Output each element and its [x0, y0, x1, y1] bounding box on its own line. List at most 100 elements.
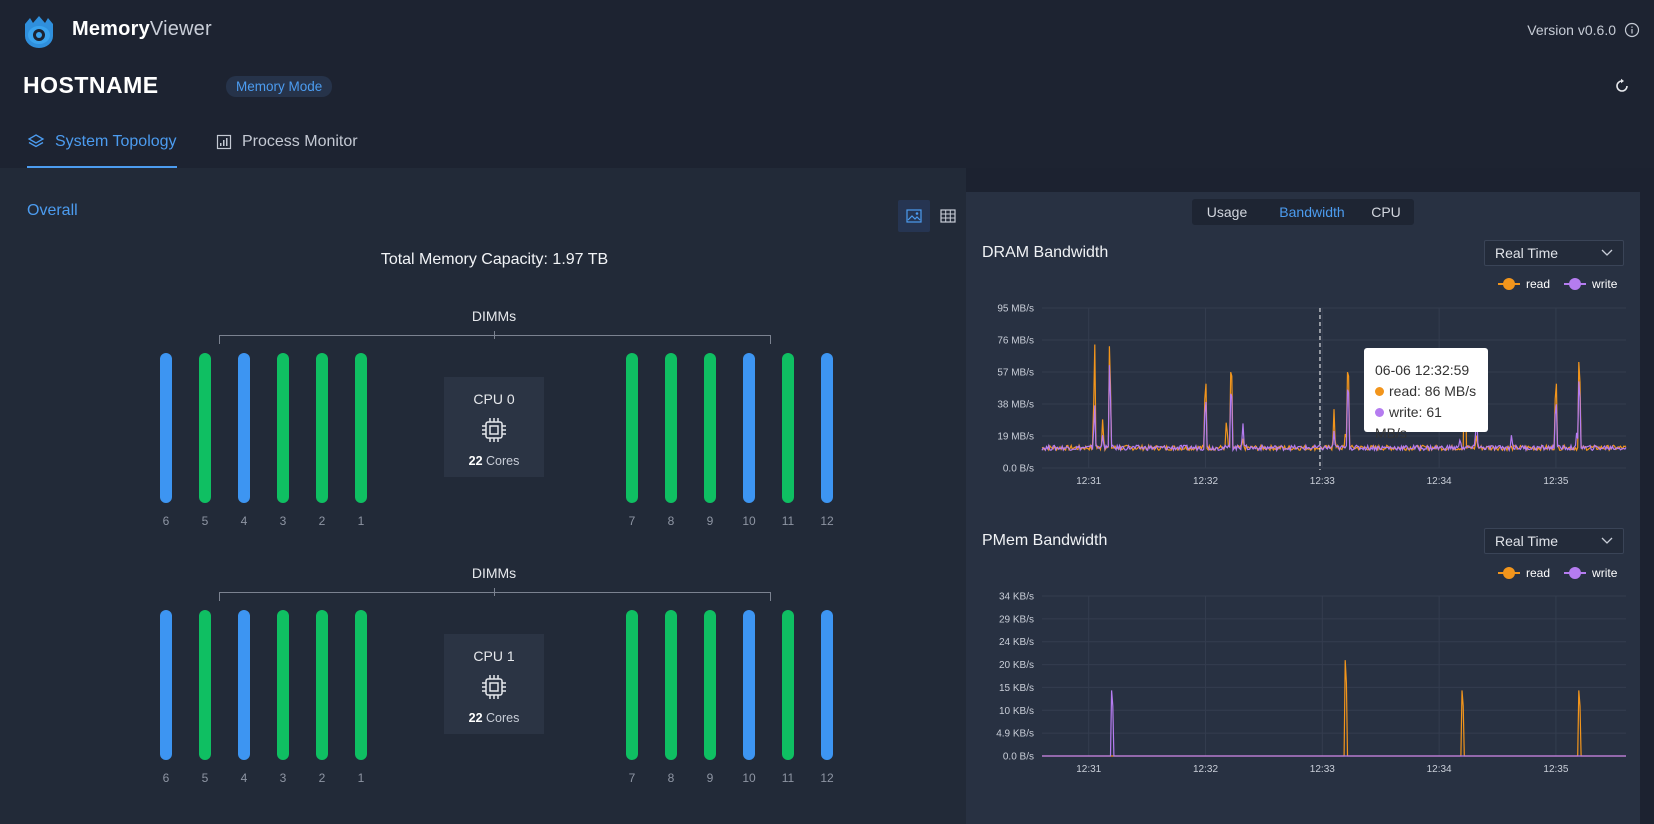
- switch-bandwidth[interactable]: Bandwidth: [1279, 204, 1345, 220]
- dimm-slot[interactable]: [626, 610, 638, 760]
- x-tick-label: 12:32: [1193, 476, 1218, 487]
- cpu-box[interactable]: CPU 1 22 Cores: [444, 634, 544, 734]
- dimm-slot[interactable]: [277, 610, 289, 760]
- switch-cpu[interactable]: CPU: [1371, 204, 1401, 220]
- chart-tooltip: 06-06 12:32:59 read: 86 MB/s write: 61 M…: [1364, 348, 1488, 441]
- pmem-range-select[interactable]: Real Time: [1484, 528, 1624, 554]
- dimm-slot-label: 9: [706, 514, 714, 528]
- pmem-legend: read write: [1498, 566, 1617, 580]
- y-tick-label: 29 KB/s: [999, 614, 1034, 625]
- cores-count: 22: [468, 454, 483, 468]
- series-line-write: [1042, 690, 1626, 757]
- dimm-slot[interactable]: [704, 610, 716, 760]
- dimm-bracket: [219, 592, 771, 601]
- dimm-slot-label: 3: [279, 514, 287, 528]
- monitor-icon: [216, 134, 232, 150]
- x-tick-label: 12:33: [1310, 476, 1335, 487]
- refresh-icon[interactable]: [1614, 78, 1630, 94]
- y-tick-label: 76 MB/s: [997, 336, 1034, 347]
- y-tick-label: 95 MB/s: [997, 304, 1034, 315]
- dimm-slot-label: 1: [357, 771, 365, 785]
- dimm-slot[interactable]: [821, 610, 833, 760]
- read-swatch: [1498, 567, 1520, 579]
- x-tick-label: 12:33: [1310, 764, 1335, 775]
- y-tick-label: 0.0 B/s: [1003, 464, 1034, 475]
- table-view-button[interactable]: [932, 200, 964, 232]
- tooltip-time: 06-06 12:32:59: [1375, 362, 1470, 378]
- x-tick-label: 12:32: [1193, 764, 1218, 775]
- metrics-panel: [966, 192, 1640, 824]
- y-tick-label: 34 KB/s: [999, 592, 1034, 603]
- dimm-slot-label: 11: [781, 514, 795, 528]
- pmem-chart-title: PMem Bandwidth: [982, 532, 1108, 549]
- cpu-name: CPU 0: [473, 391, 515, 407]
- x-tick-label: 12:35: [1543, 476, 1568, 487]
- memory-mode-badge: Memory Mode: [226, 76, 333, 97]
- x-tick-label: 12:34: [1427, 764, 1452, 775]
- dimm-slot[interactable]: [782, 353, 794, 503]
- dimm-slot[interactable]: [316, 353, 328, 503]
- dimm-slot[interactable]: [277, 353, 289, 503]
- write-swatch: [1564, 278, 1587, 290]
- dimm-group-title: DIMMs: [471, 565, 517, 581]
- legend-write-label: write: [1592, 566, 1618, 580]
- tab-process-monitor[interactable]: Process Monitor: [216, 133, 358, 151]
- legend-read[interactable]: read: [1498, 277, 1550, 291]
- dimm-slot[interactable]: [821, 353, 833, 503]
- y-tick-label: 20 KB/s: [999, 660, 1034, 671]
- cpu-chip-icon: [482, 418, 506, 442]
- dimm-slot[interactable]: [199, 610, 211, 760]
- cpu-box[interactable]: CPU 0 22 Cores: [444, 377, 544, 477]
- dimm-slot-label: 9: [706, 771, 714, 785]
- y-tick-label: 10 KB/s: [999, 706, 1034, 717]
- dram-chart-title: DRAM Bandwidth: [982, 244, 1109, 261]
- dimm-group-title: DIMMs: [471, 308, 517, 324]
- range-select-value: Real Time: [1495, 533, 1559, 549]
- legend-read[interactable]: read: [1498, 566, 1550, 580]
- y-tick-label: 19 MB/s: [997, 432, 1034, 443]
- dimm-slot[interactable]: [160, 610, 172, 760]
- range-select-value: Real Time: [1495, 245, 1559, 261]
- dram-bandwidth-chart[interactable]: 0.0 B/s 19 MB/s 38 MB/s 57 MB/s 76 MB/s 95 MB…: [966, 296, 1640, 492]
- overall-link[interactable]: Overall: [27, 202, 78, 219]
- dimm-slot[interactable]: [355, 353, 367, 503]
- legend-write[interactable]: write: [1564, 277, 1617, 291]
- cores-label: Cores: [486, 711, 520, 725]
- dimm-slot[interactable]: [238, 610, 250, 760]
- dimm-slot-label: 2: [318, 771, 326, 785]
- dimm-slot-label: 10: [742, 514, 756, 528]
- dimm-slot[interactable]: [355, 610, 367, 760]
- legend-write[interactable]: write: [1564, 566, 1617, 580]
- write-swatch: [1564, 567, 1587, 579]
- logo-icon: [25, 16, 53, 48]
- tab-system-topology[interactable]: System Topology: [27, 133, 177, 151]
- dimm-slot[interactable]: [665, 610, 677, 760]
- dimm-slot[interactable]: [782, 610, 794, 760]
- dimm-bracket: [219, 335, 771, 344]
- pmem-bandwidth-chart[interactable]: 0.0 B/s 4.9 KB/s 10 KB/s 15 KB/s 20 KB/s 24 K…: [966, 586, 1640, 776]
- tooltip-write-row: write: 61 MB/s: [1375, 402, 1477, 444]
- dimm-slot[interactable]: [238, 353, 250, 503]
- y-tick-label: 38 MB/s: [997, 400, 1034, 411]
- image-view-button[interactable]: [898, 200, 930, 232]
- dimm-slot-label: 3: [279, 771, 287, 785]
- dimm-slot[interactable]: [160, 353, 172, 503]
- dimm-slot-label: 7: [628, 514, 636, 528]
- dimm-slot[interactable]: [743, 610, 755, 760]
- switch-usage[interactable]: Usage: [1206, 204, 1248, 220]
- series-line-write: [1041, 365, 1627, 453]
- info-icon[interactable]: [1624, 22, 1640, 38]
- dimm-slot-label: 7: [628, 771, 636, 785]
- dimm-bracket-tick: [494, 588, 495, 596]
- dimm-slot-label: 12: [820, 514, 834, 528]
- dimm-slot-label: 8: [667, 514, 675, 528]
- dimm-slot[interactable]: [626, 353, 638, 503]
- chevron-down-icon: [1601, 537, 1613, 544]
- dimm-slot[interactable]: [704, 353, 716, 503]
- dram-range-select[interactable]: Real Time: [1484, 240, 1624, 266]
- dimm-slot[interactable]: [316, 610, 328, 760]
- dimm-slot[interactable]: [665, 353, 677, 503]
- image-icon: [906, 209, 922, 223]
- dimm-slot[interactable]: [743, 353, 755, 503]
- dimm-slot[interactable]: [199, 353, 211, 503]
